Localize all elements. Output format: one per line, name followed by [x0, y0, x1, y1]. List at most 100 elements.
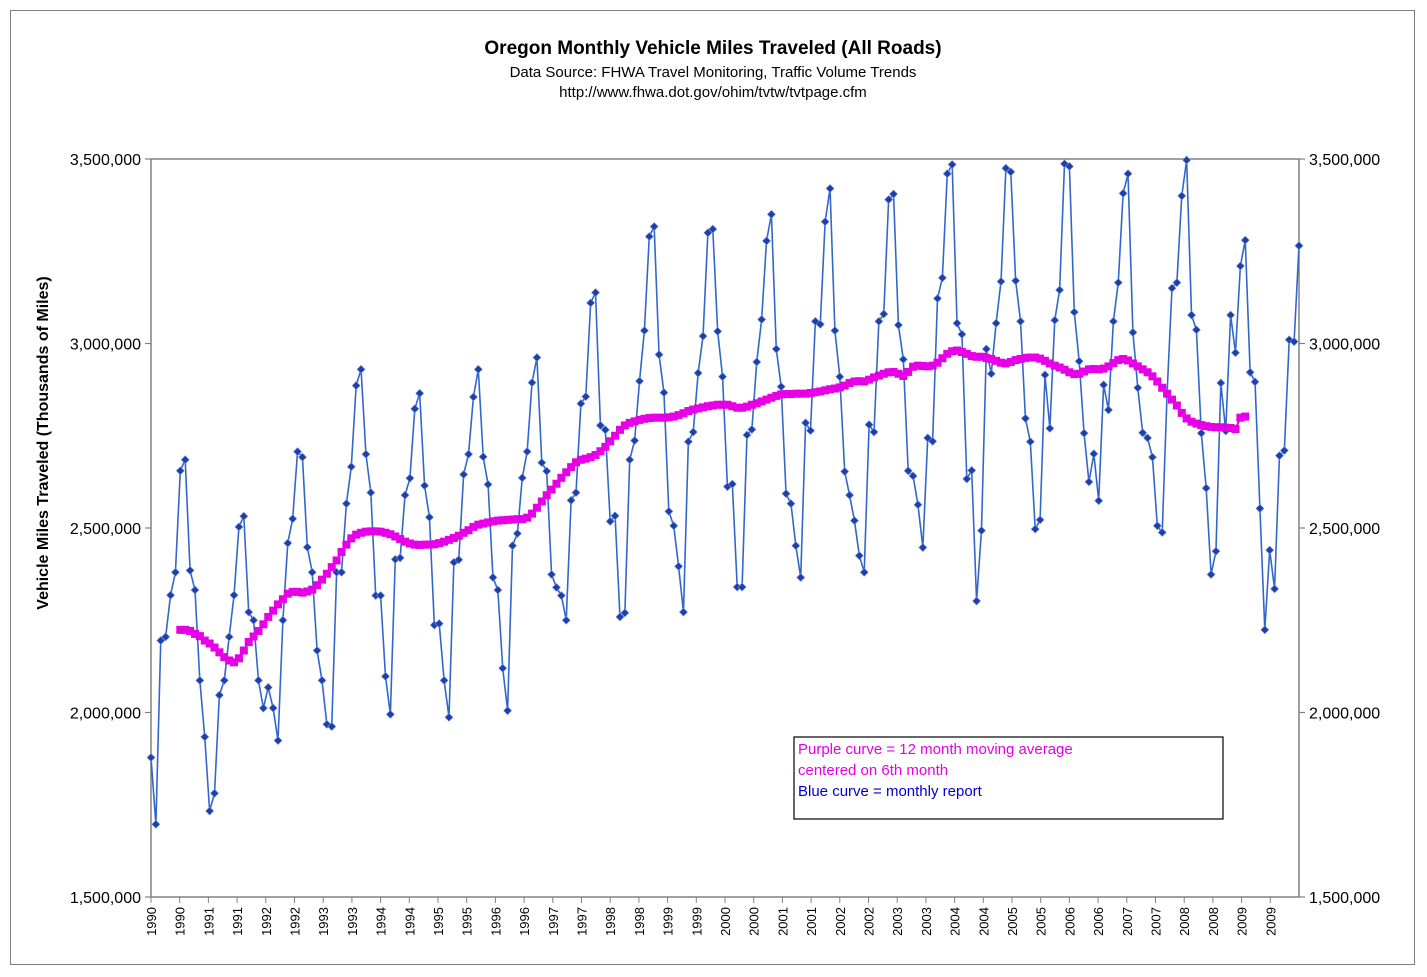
monthly-point	[1030, 524, 1040, 534]
moving-average-point	[1211, 423, 1220, 432]
monthly-point	[1167, 283, 1177, 293]
monthly-point	[869, 427, 879, 437]
monthly-point	[346, 462, 356, 472]
monthly-point	[210, 788, 219, 798]
moving-average-point	[557, 473, 566, 482]
moving-average-point	[830, 384, 839, 393]
monthly-point	[337, 567, 346, 577]
moving-average-point	[1016, 355, 1025, 363]
monthly-point	[639, 326, 649, 336]
moving-average-point	[205, 639, 214, 648]
moving-average-point	[801, 389, 810, 398]
monthly-point	[1113, 278, 1123, 288]
x-tick-label: 2002	[833, 907, 848, 936]
moving-average-point	[962, 349, 971, 358]
moving-average-point	[474, 520, 483, 529]
monthly-point	[556, 591, 566, 600]
monthly-point	[561, 615, 571, 625]
monthly-point	[522, 447, 532, 457]
legend-box	[793, 736, 1224, 820]
monthly-point	[1148, 452, 1157, 462]
monthly-point	[903, 466, 913, 476]
moving-average-point	[444, 535, 453, 544]
moving-average-point	[337, 547, 346, 556]
moving-average-point	[1026, 353, 1035, 362]
monthly-point	[708, 224, 718, 234]
moving-average-point	[1094, 365, 1103, 374]
chart-frame: Oregon Monthly Vehicle Miles Traveled (A…	[10, 10, 1415, 965]
moving-average-point	[811, 388, 820, 397]
moving-average-point	[1158, 383, 1167, 392]
chart-subtitle-url: http://www.fhwa.dot.gov/ohim/tvtw/tvtpag…	[559, 84, 867, 101]
x-tick-label: 2005	[1005, 907, 1020, 936]
monthly-point	[615, 612, 625, 622]
moving-average-point	[293, 587, 302, 596]
moving-average-point	[957, 347, 966, 356]
moving-average-point	[635, 415, 644, 424]
moving-average-point	[786, 390, 795, 399]
x-tick-label: 2003	[890, 907, 905, 936]
monthly-point	[1240, 235, 1250, 245]
x-tick-label: 2006	[1091, 907, 1106, 936]
x-tick-label: 2004	[948, 907, 963, 936]
monthly-point	[674, 561, 684, 571]
x-axis: 1990 1990 1991 1991 1992 1992 1993 1993 1994 1994…	[144, 897, 1278, 936]
moving-average-point	[1084, 365, 1093, 374]
x-tick-label: 2005	[1034, 907, 1049, 936]
moving-average-point	[381, 528, 390, 537]
moving-average-point	[655, 413, 664, 422]
moving-average-point	[1182, 414, 1191, 423]
moving-average-point	[982, 353, 991, 362]
moving-average-point	[943, 349, 952, 358]
monthly-point	[425, 512, 434, 522]
moving-average-point	[953, 346, 962, 355]
moving-average-point	[210, 643, 219, 652]
monthly-point	[1177, 191, 1187, 201]
moving-average-point	[904, 367, 913, 376]
monthly-point	[180, 455, 190, 465]
monthly-point	[698, 331, 708, 341]
moving-average-point	[357, 528, 366, 537]
monthly-point	[766, 209, 776, 219]
moving-average-point	[1216, 423, 1225, 432]
moving-average-point	[269, 606, 278, 615]
moving-average-point	[322, 569, 331, 578]
moving-average-point	[283, 589, 292, 598]
moving-average-point	[200, 636, 209, 645]
legend-line-moving-average: Purple curve = 12 month moving average	[798, 741, 1073, 758]
monthly-point	[185, 566, 195, 575]
monthly-line	[150, 160, 1300, 825]
moving-average-point	[772, 391, 781, 400]
moving-average-point	[1050, 361, 1059, 370]
x-tick-label: 1992	[288, 907, 303, 936]
monthly-point	[874, 316, 884, 326]
x-tick-label: 1998	[603, 907, 618, 936]
monthly-point	[1123, 169, 1133, 179]
monthly-point	[977, 526, 986, 536]
moving-average-point	[855, 377, 864, 386]
monthly-point	[283, 538, 293, 548]
monthly-point	[1206, 570, 1216, 579]
moving-average-point	[728, 402, 737, 411]
monthly-point	[576, 399, 586, 409]
monthly-point	[1235, 261, 1245, 271]
monthly-point	[830, 326, 840, 336]
monthly-point	[420, 481, 429, 490]
monthly-point	[1152, 521, 1162, 531]
monthly-point	[298, 452, 307, 462]
moving-average-point	[938, 354, 947, 363]
moving-average-point	[298, 588, 307, 597]
monthly-point	[796, 573, 806, 582]
monthly-point	[893, 320, 903, 330]
moving-average-point	[274, 600, 283, 609]
moving-average-point	[454, 531, 463, 540]
monthly-point	[879, 309, 889, 319]
monthly-point	[620, 608, 630, 618]
monthly-point	[532, 353, 542, 362]
monthly-point	[625, 455, 635, 465]
monthly-point	[1074, 356, 1084, 366]
monthly-point	[493, 585, 503, 595]
monthly-point	[913, 500, 923, 510]
monthly-point	[1050, 315, 1060, 325]
moving-average-point	[361, 527, 370, 536]
